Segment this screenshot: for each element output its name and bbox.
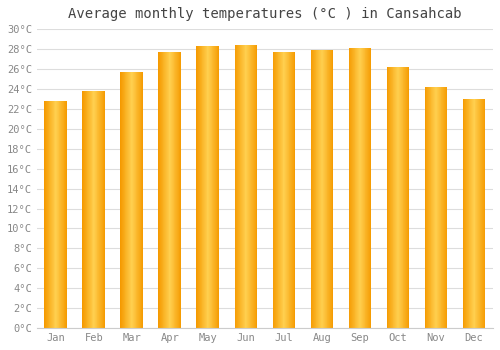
- Title: Average monthly temperatures (°C ) in Cansahcab: Average monthly temperatures (°C ) in Ca…: [68, 7, 462, 21]
